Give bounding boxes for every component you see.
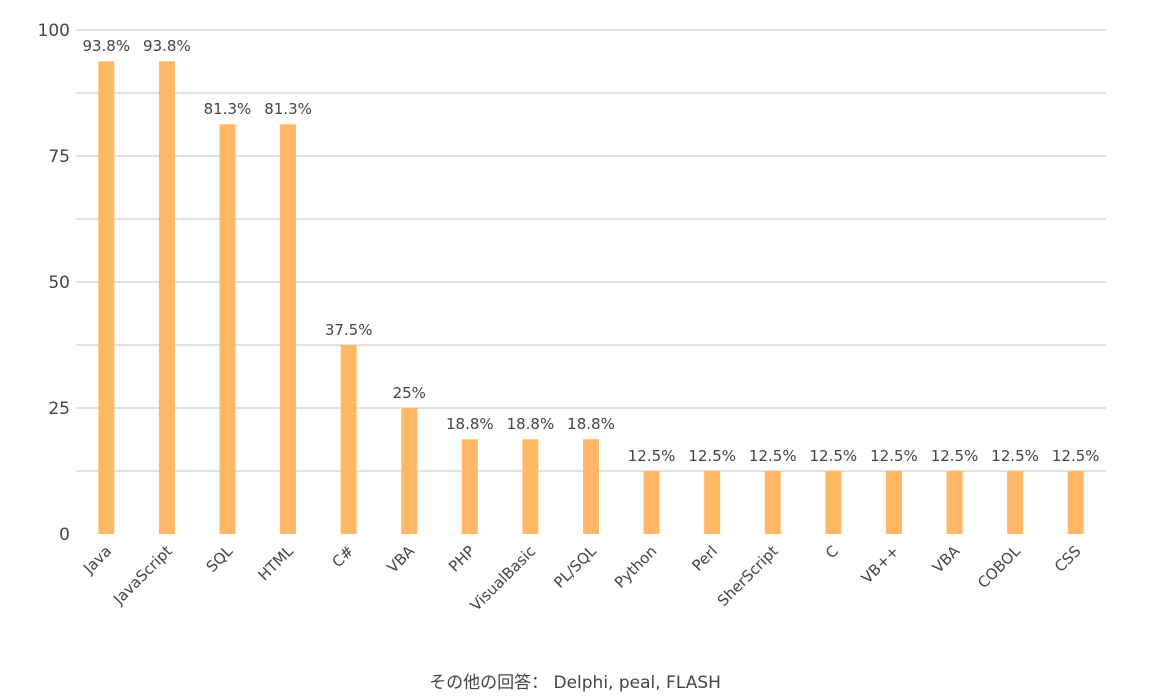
bar — [98, 61, 115, 535]
x-tick-label: PL/SQL — [550, 542, 600, 592]
bar — [401, 408, 418, 534]
data-label: 18.8% — [507, 415, 555, 433]
bar — [583, 439, 599, 534]
x-tick-label: C# — [328, 542, 357, 571]
x-tick-label: Python — [611, 542, 660, 591]
data-label: 12.5% — [870, 447, 918, 465]
x-tick-label: VBA — [929, 542, 964, 577]
data-label: 18.8% — [567, 415, 615, 433]
data-label: 12.5% — [1052, 447, 1100, 465]
data-label: 25% — [393, 384, 426, 402]
x-tick-label: Perl — [688, 542, 721, 575]
bar — [219, 124, 236, 535]
bar — [158, 61, 175, 535]
bar — [1007, 471, 1024, 534]
data-label: 81.3% — [264, 100, 312, 118]
data-label: 12.5% — [991, 447, 1039, 465]
x-tick-label: C — [822, 542, 842, 562]
y-tick-label: 75 — [48, 147, 70, 167]
y-tick-label: 50 — [48, 273, 70, 293]
bar — [825, 471, 842, 534]
bar — [461, 439, 478, 534]
data-label: 93.8% — [82, 37, 130, 55]
data-label: 12.5% — [749, 447, 797, 465]
x-tick-label: VBA — [384, 542, 419, 577]
data-label: 12.5% — [628, 447, 676, 465]
x-tick-label: JavaScript — [109, 542, 176, 609]
bar — [764, 471, 781, 534]
data-label: 12.5% — [688, 447, 736, 465]
x-tick-label: PHP — [445, 542, 478, 575]
bar — [643, 471, 660, 534]
y-tick-label: 0 — [59, 525, 70, 545]
bar — [280, 124, 297, 535]
bar — [340, 345, 357, 534]
x-tick-label: Java — [79, 542, 115, 578]
data-label: 93.8% — [143, 37, 191, 55]
x-tick-label: SherScript — [714, 542, 782, 610]
y-tick-label: 25 — [48, 399, 70, 419]
x-tick-label: VB++ — [858, 542, 903, 587]
y-tick-label: 100 — [38, 21, 70, 41]
data-label: 12.5% — [931, 447, 979, 465]
footnote-other-answers: その他の回答： Delphi, peal, FLASH — [429, 673, 721, 693]
bar — [885, 471, 902, 534]
data-label: 12.5% — [810, 447, 858, 465]
x-tick-label: COBOL — [974, 542, 1024, 592]
bar — [522, 439, 539, 534]
x-tick-label: CSS — [1051, 542, 1085, 576]
x-tick-label: HTML — [255, 542, 298, 585]
data-label: 37.5% — [325, 321, 373, 339]
x-tick-label: VisualBasic — [467, 542, 539, 614]
bar — [1067, 471, 1084, 534]
x-tick-label: SQL — [203, 542, 237, 576]
bar — [704, 471, 721, 534]
data-label: 81.3% — [204, 100, 252, 118]
bar — [946, 471, 963, 534]
data-label: 18.8% — [446, 415, 494, 433]
